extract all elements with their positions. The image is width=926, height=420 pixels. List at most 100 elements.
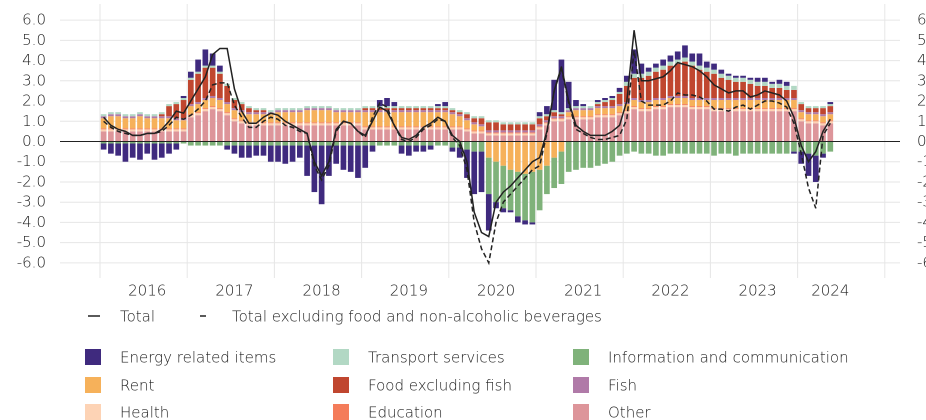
bar-segment	[507, 210, 514, 213]
bar-segment	[260, 122, 267, 124]
bar-segment	[536, 124, 543, 127]
bar-segment	[660, 98, 667, 101]
bar-segment	[536, 118, 543, 125]
bar-segment	[253, 125, 260, 142]
bar-segment	[202, 109, 209, 112]
bar-segment	[369, 141, 376, 146]
bar-segment	[318, 122, 325, 124]
bar-segment	[217, 108, 223, 110]
bar-segment	[471, 141, 478, 152]
bar-segment	[340, 112, 347, 123]
bar-segment	[333, 122, 340, 124]
bar-segment	[267, 125, 274, 142]
bar-segment	[340, 123, 347, 126]
bar-segment	[238, 123, 245, 142]
bar-segment	[405, 126, 412, 128]
bar-segment	[209, 109, 216, 142]
bar-segment	[573, 110, 579, 117]
bar-segment	[108, 114, 114, 117]
bar-segment	[740, 108, 746, 110]
bar-segment	[398, 108, 405, 111]
bar-segment	[202, 67, 209, 99]
bar-segment	[703, 98, 710, 101]
bar-segment	[791, 111, 797, 142]
bar-segment	[347, 108, 354, 111]
bar-segment	[478, 151, 485, 193]
bar-segment	[333, 112, 340, 123]
bar-segment	[238, 104, 245, 111]
bar-segment	[173, 141, 180, 144]
bar-segment	[122, 128, 129, 130]
bar-segment	[645, 141, 652, 154]
bar-segment	[260, 114, 267, 123]
bar-segment	[362, 126, 369, 128]
bar-segment	[485, 194, 492, 231]
y-tick-label: 5.0	[22, 31, 46, 49]
bar-segment	[725, 141, 732, 154]
bar-segment	[544, 114, 550, 117]
bar-segment	[427, 127, 434, 130]
y-tick-label: -6.0	[17, 253, 46, 271]
bar-segment	[471, 151, 478, 195]
bar-segment	[711, 141, 717, 156]
bar-segment	[616, 113, 623, 116]
bar-segment	[544, 165, 550, 195]
bar-segment	[696, 53, 703, 66]
bar-segment	[413, 145, 419, 152]
bar-segment	[144, 118, 151, 129]
bar-segment	[333, 108, 340, 111]
bar-segment	[740, 100, 746, 109]
bar-segment	[246, 106, 252, 109]
bar-segment	[471, 133, 478, 142]
bar-segment	[573, 106, 579, 109]
bar-segment	[623, 141, 630, 154]
bar-segment	[384, 98, 390, 107]
bar-segment	[791, 98, 797, 101]
bar-segment	[347, 125, 354, 142]
bar-segment	[485, 135, 492, 142]
bar-segment	[732, 141, 739, 156]
bar-segment	[151, 118, 158, 129]
bar-segment	[500, 135, 507, 142]
bar-segment	[514, 130, 521, 133]
y-tick-label: 6.0	[22, 11, 46, 29]
bar-segment	[791, 89, 797, 99]
bar-segment	[304, 106, 310, 109]
bar-segment	[129, 131, 136, 142]
bar-segment	[725, 111, 732, 142]
bar-segment	[173, 128, 180, 130]
bar-segment	[442, 102, 449, 107]
legend-item: Information and communication	[573, 349, 849, 367]
bar-segment	[798, 112, 805, 119]
bar-segment	[166, 128, 172, 130]
bar-segment	[754, 81, 761, 86]
bar-segment	[725, 100, 732, 109]
y2-tick-label: -1.0	[917, 152, 926, 170]
bar-segment	[594, 114, 601, 116]
bar-segment	[464, 128, 470, 130]
bar-segment	[616, 115, 623, 142]
bar-segment	[783, 89, 790, 99]
bar-segment	[129, 116, 136, 119]
bar-segment	[551, 119, 558, 122]
bar-segment	[435, 104, 441, 107]
bar-segment	[478, 126, 485, 131]
bar-segment	[449, 110, 456, 113]
bar-segment	[355, 141, 361, 146]
bar-segment	[551, 110, 558, 113]
bar-segment	[616, 93, 623, 105]
bar-segment	[435, 108, 441, 111]
y2-tick-label: -5.0	[917, 233, 926, 251]
bar-segment	[129, 129, 136, 132]
bar-segment	[689, 107, 696, 110]
bar-segment	[398, 127, 405, 130]
bar-segment	[689, 100, 696, 107]
bar-segment	[500, 141, 507, 166]
bar-segment	[580, 108, 587, 111]
bar-segment	[137, 131, 143, 142]
bar-segment	[108, 129, 114, 132]
bar-segment	[427, 110, 434, 113]
bar-segment	[791, 100, 797, 109]
bar-segment	[217, 141, 223, 146]
bar-segment	[384, 112, 390, 127]
